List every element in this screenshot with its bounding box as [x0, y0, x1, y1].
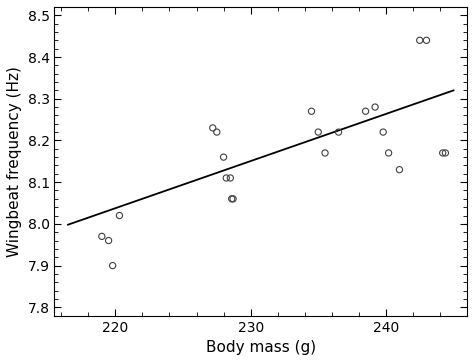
Point	[109, 263, 117, 269]
Point	[308, 108, 315, 114]
Point	[439, 150, 447, 156]
Point	[396, 167, 403, 173]
X-axis label: Body mass (g): Body mass (g)	[206, 340, 316, 355]
Point	[116, 212, 123, 218]
Point	[213, 129, 220, 135]
Point	[442, 150, 449, 156]
Point	[371, 104, 379, 110]
Point	[321, 150, 329, 156]
Point	[220, 154, 228, 160]
Point	[105, 238, 112, 244]
Point	[98, 233, 106, 239]
Point	[209, 125, 217, 131]
Point	[228, 196, 236, 202]
Point	[362, 108, 369, 114]
Point	[227, 175, 234, 181]
Y-axis label: Wingbeat frequency (Hz): Wingbeat frequency (Hz)	[7, 66, 22, 257]
Point	[335, 129, 342, 135]
Point	[229, 196, 237, 202]
Point	[385, 150, 392, 156]
Point	[222, 175, 230, 181]
Point	[423, 37, 430, 43]
Point	[379, 129, 387, 135]
Point	[416, 37, 423, 43]
Point	[314, 129, 322, 135]
